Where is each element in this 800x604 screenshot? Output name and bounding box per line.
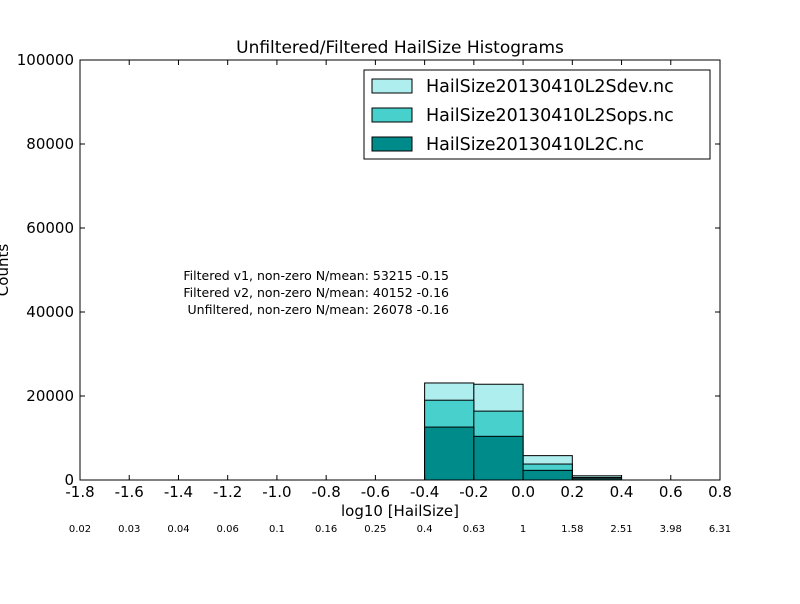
- secondary-tick-label: 0.06: [217, 524, 239, 535]
- secondary-tick-label: 0.4: [417, 524, 433, 535]
- plot-frame: [79, 59, 721, 481]
- x-tick-label: 0.4: [610, 483, 634, 501]
- legend-label: HailSize20130410L2C.nc: [426, 135, 644, 155]
- secondary-tick-label: 0.63: [463, 524, 485, 535]
- x-tick-label: 0.6: [659, 483, 683, 501]
- x-axis-label: log10 [HailSize]: [341, 502, 459, 520]
- secondary-tick-label: 2.51: [610, 524, 632, 535]
- legend-frame: [363, 69, 711, 160]
- x-tick-label: -1.0: [262, 483, 291, 501]
- x-tick-label: 0.8: [708, 483, 732, 501]
- secondary-tick-label: 1: [520, 524, 526, 535]
- legend-swatch: [371, 107, 413, 123]
- x-tick-label: -0.8: [312, 483, 341, 501]
- secondary-tick-label: 0.03: [118, 524, 140, 535]
- legend-swatch: [371, 136, 413, 152]
- y-tick-label: 100000: [17, 51, 74, 69]
- legend: HailSize20130410L2Sdev.nc HailSize2013041…: [363, 69, 711, 160]
- x-tick-label: -1.6: [115, 483, 144, 501]
- secondary-tick-label: 3.98: [660, 524, 682, 535]
- secondary-tick-label: 0.02: [69, 524, 91, 535]
- y-tick-label: 20000: [26, 387, 74, 405]
- x-tick-label: 0.0: [511, 483, 535, 501]
- secondary-tick-label: 6.31: [709, 524, 731, 535]
- secondary-tick-label: 0.04: [167, 524, 189, 535]
- ticks-group: -1.8 0.02 -1.6 0.03 -1.4 0.04 -1.2 0.06 -1.0 0.1 -…: [17, 51, 732, 535]
- y-tick-label: 0: [64, 471, 74, 489]
- x-tick-label: -0.4: [410, 483, 439, 501]
- x-tick-label: -1.8: [65, 483, 94, 501]
- bar-series3-bin3: [522, 469, 573, 481]
- x-tick-label: -1.2: [213, 483, 242, 501]
- legend-label: HailSize20130410L2Sdev.nc: [426, 77, 674, 97]
- annotation-text: Filtered v2, non-zero N/mean: 40152 -0.1…: [183, 285, 449, 300]
- bar-series3-bin1: [424, 426, 475, 481]
- annotation-text: Filtered v1, non-zero N/mean: 53215 -0.1…: [183, 268, 449, 283]
- y-tick-label: 40000: [26, 303, 74, 321]
- x-tick-label: -0.2: [459, 483, 488, 501]
- y-tick-label: 80000: [26, 135, 74, 153]
- x-tick-label: 0.2: [560, 483, 584, 501]
- secondary-tick-label: 0.1: [269, 524, 285, 535]
- x-tick-label: -0.6: [361, 483, 390, 501]
- chart-title: Unfiltered/Filtered HailSize Histograms: [236, 38, 564, 58]
- y-tick-label: 60000: [26, 219, 74, 237]
- legend-label: HailSize20130410L2Sops.nc: [426, 106, 674, 126]
- legend-swatch: [371, 78, 413, 94]
- secondary-tick-label: 1.58: [561, 524, 583, 535]
- y-axis-label: Counts: [0, 244, 12, 297]
- secondary-tick-label: 0.16: [315, 524, 337, 535]
- x-tick-label: -1.4: [164, 483, 193, 501]
- bar-series3-bin2: [473, 435, 524, 481]
- secondary-tick-label: 0.25: [364, 524, 386, 535]
- bars-group: [424, 382, 623, 481]
- annotations-group: Filtered v1, non-zero N/mean: 53215 -0.1…: [183, 268, 449, 317]
- annotation-text: Unfiltered, non-zero N/mean: 26078 -0.16: [188, 302, 450, 317]
